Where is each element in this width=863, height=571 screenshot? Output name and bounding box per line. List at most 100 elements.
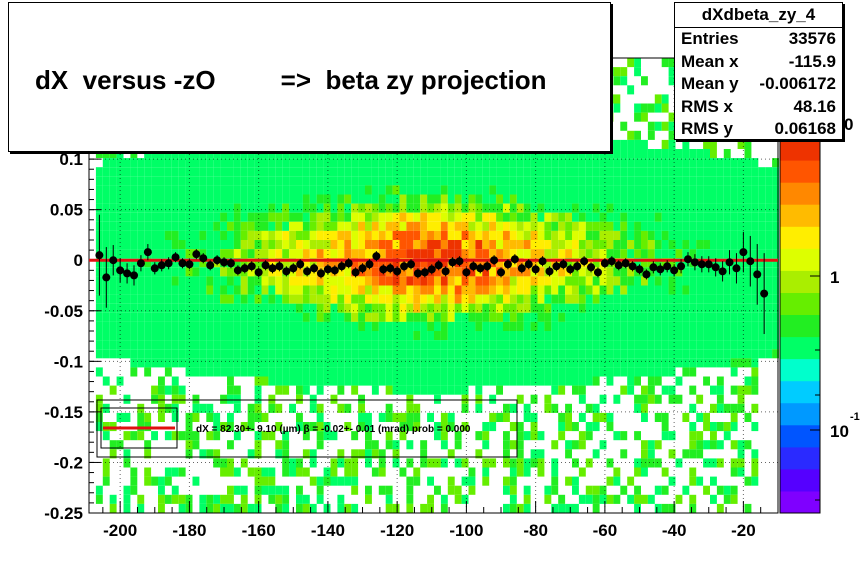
heatmap-cell [289, 240, 296, 250]
heatmap-cell [496, 276, 503, 286]
heatmap-cell [620, 76, 628, 86]
heatmap-cell [551, 467, 559, 477]
heatmap-cell [289, 367, 296, 377]
heatmap-cell [585, 485, 593, 495]
heatmap-cell [351, 485, 359, 495]
heatmap-cell [475, 431, 483, 441]
heatmap-cell [772, 321, 779, 331]
heatmap-cell [158, 294, 165, 304]
heatmap-cell [454, 349, 462, 359]
heatmap-cell [461, 494, 469, 504]
heatmap-cell [716, 349, 724, 359]
heatmap-cell [516, 303, 524, 313]
heatmap-cell [289, 194, 296, 204]
heatmap-cell [765, 203, 773, 213]
heatmap-cell [654, 440, 662, 450]
heatmap-cell [544, 285, 552, 295]
heatmap-cell [199, 176, 207, 186]
heatmap-cell [323, 431, 331, 441]
heatmap-cell [654, 258, 662, 268]
heatmap-cell [413, 221, 421, 231]
heatmap-cell [489, 158, 497, 168]
heatmap-cell [765, 240, 773, 250]
heatmap-cell [440, 185, 448, 195]
heatmap-cell [544, 485, 552, 495]
heatmap-cell [730, 385, 738, 395]
heatmap-cell [399, 422, 407, 432]
heatmap-cell [689, 158, 697, 168]
heatmap-cell [420, 221, 428, 231]
profile-point [635, 265, 644, 274]
heatmap-cell [661, 149, 669, 159]
heatmap-cell [530, 221, 538, 231]
heatmap-cell [178, 230, 186, 240]
heatmap-cell [427, 458, 434, 468]
heatmap-cell [413, 331, 421, 341]
heatmap-cell [240, 294, 248, 304]
heatmap-cell [116, 249, 124, 259]
heatmap-cell [578, 440, 586, 450]
heatmap-cell [95, 331, 103, 341]
heatmap-cell [599, 331, 607, 341]
heatmap-cell [447, 240, 455, 250]
heatmap-cell [509, 303, 517, 313]
heatmap-cell [144, 185, 152, 195]
heatmap-cell [468, 340, 476, 350]
heatmap-cell [558, 303, 566, 313]
heatmap-cell [392, 285, 400, 295]
heatmap-cell [634, 312, 641, 322]
heatmap-cell [344, 303, 352, 313]
heatmap-cell [606, 331, 614, 341]
heatmap-cell [475, 394, 483, 404]
heatmap-cell [240, 458, 248, 468]
heatmap-cell [758, 276, 766, 286]
heatmap-cell [475, 285, 483, 295]
stats-label: Entries [681, 29, 739, 48]
heatmap-cell [696, 194, 704, 204]
heatmap-cell [585, 458, 593, 468]
heatmap-cell [730, 458, 738, 468]
profile-point [427, 265, 436, 274]
heatmap-cell [268, 467, 276, 477]
heatmap-cell [661, 276, 669, 286]
heatmap-cell [503, 331, 510, 341]
heatmap-cell [275, 340, 283, 350]
heatmap-cell [627, 385, 635, 395]
heatmap-cell [544, 203, 552, 213]
heatmap-cell [751, 385, 759, 395]
profile-point [559, 260, 568, 269]
profile-point [143, 248, 152, 257]
heatmap-cell [337, 494, 345, 504]
heatmap-cell [723, 321, 731, 331]
heatmap-cell [427, 221, 434, 231]
heatmap-cell [482, 358, 490, 368]
heatmap-cell [523, 494, 531, 504]
heatmap-cell [558, 167, 566, 177]
heatmap-cell [668, 139, 676, 149]
heatmap-cell [585, 267, 593, 277]
heatmap-cell [413, 376, 421, 386]
heatmap-cell [413, 403, 421, 413]
heatmap-cell [192, 431, 200, 441]
heatmap-cell [613, 158, 621, 168]
heatmap-cell [565, 321, 572, 331]
heatmap-cell [475, 230, 483, 240]
heatmap-cell [613, 76, 621, 86]
heatmap-cell [95, 321, 103, 331]
heatmap-cell [551, 149, 559, 159]
heatmap-cell [309, 394, 317, 404]
heatmap-cell [620, 121, 628, 131]
heatmap-cell [406, 358, 414, 368]
heatmap-cell [503, 230, 510, 240]
stats-name: dXdbeta_zy_4 [675, 3, 842, 28]
heatmap-cell [716, 176, 724, 186]
heatmap-cell [130, 194, 138, 204]
heatmap-cell [158, 158, 165, 168]
heatmap-cell [585, 358, 593, 368]
heatmap-cell [461, 203, 469, 213]
heatmap-cell [247, 303, 255, 313]
heatmap-cell [682, 240, 690, 250]
heatmap-cell [654, 340, 662, 350]
heatmap-cell [164, 185, 172, 195]
heatmap-cell [530, 394, 538, 404]
